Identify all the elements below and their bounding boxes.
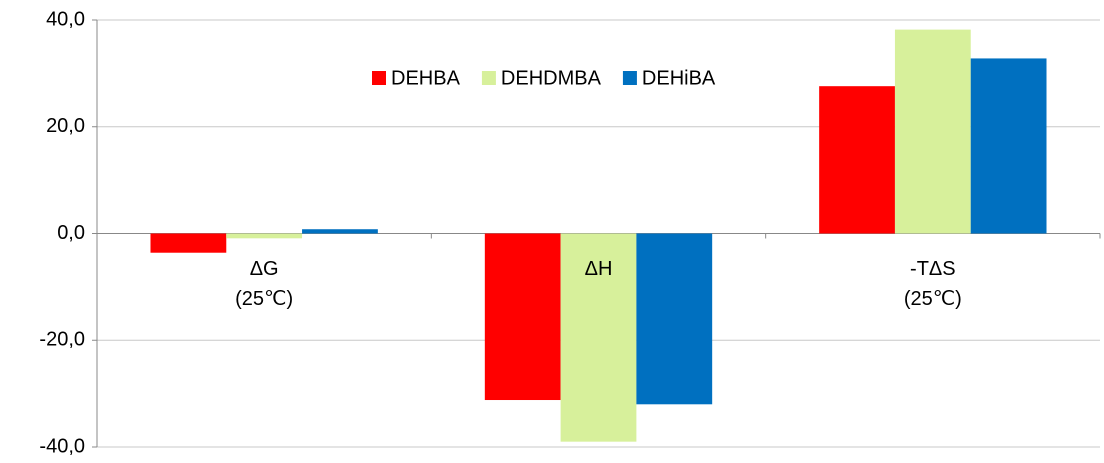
- y-tick-label: 20,0: [46, 115, 85, 137]
- y-tick-label: 0,0: [57, 222, 85, 244]
- x-tick-label: ΔG (25℃): [235, 257, 294, 310]
- legend-label: DEHDMBA: [501, 67, 602, 89]
- y-tick-label: -40,0: [39, 435, 85, 457]
- x-tick-label: -TΔS (25℃): [903, 257, 962, 310]
- bar: [226, 233, 303, 239]
- bar: [560, 233, 637, 442]
- legend-swatch: [481, 71, 496, 85]
- legend-label: DEHBA: [391, 67, 461, 89]
- legend-swatch: [372, 71, 386, 85]
- bar: [150, 233, 227, 253]
- bar: [970, 58, 1047, 234]
- bar: [484, 233, 561, 401]
- y-tick-label: 40,0: [46, 8, 85, 30]
- legend-swatch: [622, 71, 637, 85]
- legend-label: DEHiBA: [642, 67, 716, 89]
- bar: [302, 229, 378, 234]
- bar: [894, 29, 971, 234]
- y-tick-label: -20,0: [39, 329, 85, 351]
- bar: [819, 86, 895, 234]
- bar: [636, 233, 713, 405]
- x-tick-label: ΔH: [584, 257, 613, 280]
